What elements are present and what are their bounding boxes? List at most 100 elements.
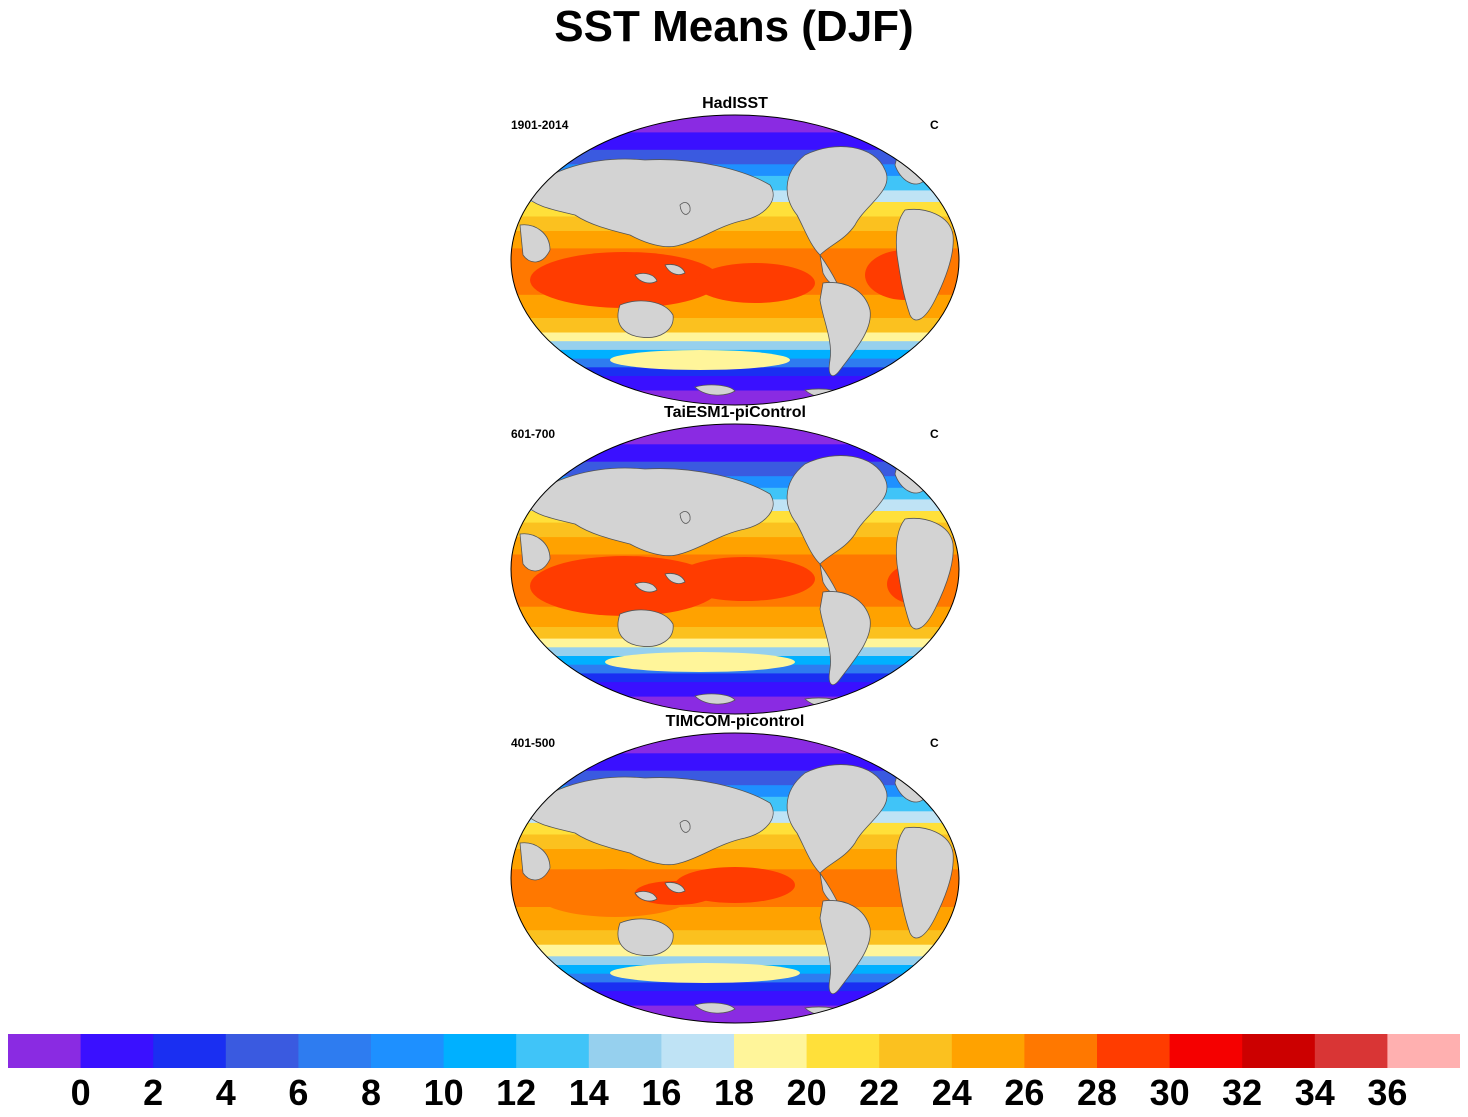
sst-contour-band [511, 991, 959, 1007]
sst-contour-band [511, 956, 959, 966]
colorbar-tick-label: 32 [1222, 1072, 1263, 1113]
land-mass [804, 1006, 851, 1018]
sst-contour-band [511, 1005, 959, 1023]
sst-contour-band [511, 696, 959, 714]
colorbar-swatch [951, 1034, 1025, 1068]
colorbar-tick-label: 26 [1004, 1072, 1045, 1113]
sst-contour-band [511, 638, 959, 648]
sst-contour-region [535, 869, 695, 917]
colorbar-tick-label: 12 [496, 1072, 537, 1113]
land-mass [524, 158, 774, 248]
sst-map [510, 114, 960, 406]
sst-contour-band [511, 627, 959, 640]
land-mass [519, 533, 551, 572]
land-mass [694, 693, 736, 705]
sst-contour-region [605, 652, 795, 672]
sst-contour-band [511, 930, 959, 946]
map-outline [510, 423, 960, 715]
land-mass [617, 609, 674, 647]
sst-contour-band [511, 733, 959, 754]
panel-units-label: C [930, 118, 939, 132]
panel-title: TIMCOM-picontrol [665, 713, 805, 730]
sst-contour-region [610, 963, 800, 983]
colorbar-tick-label: 18 [713, 1072, 755, 1113]
panel-period-label: 601-700 [511, 427, 556, 441]
land-mass [617, 918, 674, 956]
land-mass [804, 388, 851, 400]
map-outline [510, 114, 960, 406]
sst-contour-band [511, 376, 959, 391]
map-panel-timcom: TIMCOM-picontrol 401-500 C [505, 713, 965, 1024]
land-mass [519, 842, 551, 881]
sst-contour-band [511, 132, 959, 151]
colorbar-swatch [1242, 1034, 1316, 1068]
land-mass [524, 467, 774, 557]
colorbar-swatch [371, 1034, 445, 1068]
sst-contour-band [511, 753, 959, 772]
colorbar-swatch [516, 1034, 590, 1068]
colorbar-swatch [806, 1034, 880, 1068]
sst-contour-band [511, 982, 959, 992]
land-mass [634, 891, 658, 902]
map-panel-hadisst: HadISST 1901-2014 C [505, 95, 965, 406]
colorbar-swatch [8, 1034, 82, 1068]
colorbar-tick-label: 34 [1294, 1072, 1335, 1113]
sst-contour-band [511, 341, 959, 351]
colorbar-tick-label: 10 [423, 1072, 464, 1113]
land-mass [617, 300, 674, 338]
sst-contour-region [530, 252, 720, 308]
sst-contour-band [511, 673, 959, 683]
land-mass [786, 146, 888, 256]
land-mass [664, 882, 686, 893]
colorbar-tick-label: 16 [641, 1072, 682, 1113]
land-mass [819, 591, 871, 686]
land-mass [679, 820, 691, 833]
page-title: SST Means (DJF) [554, 2, 914, 51]
sst-contour-band [511, 318, 959, 333]
colorbar-swatch [298, 1034, 372, 1068]
land-mass [634, 273, 658, 284]
panel-units-label: C [930, 736, 939, 750]
colorbar-swatch [1169, 1034, 1243, 1068]
sst-contour-band [511, 367, 959, 377]
land-mass [679, 511, 691, 524]
land-mass [786, 764, 888, 874]
sst-contour-region [695, 263, 815, 303]
colorbar-tick-label: 14 [568, 1072, 609, 1113]
land-mass [819, 900, 871, 995]
sst-contour-band [511, 682, 959, 698]
colorbar-swatch [1024, 1034, 1098, 1068]
colorbar-tick-label: 22 [859, 1072, 900, 1113]
map-panel-taiesm1: TaiESM1-piControl 601-700 C [505, 404, 965, 715]
colorbar-tick-label: 6 [288, 1072, 309, 1113]
colorbar-swatch [80, 1034, 154, 1068]
land-mass [786, 455, 888, 565]
colorbar-tick-label: 30 [1149, 1072, 1190, 1113]
sst-contour-band [511, 332, 959, 342]
land-mass [895, 827, 954, 939]
panel-period-label: 401-500 [511, 736, 556, 750]
colorbar-swatch [879, 1034, 953, 1068]
colorbar-tick-labels: 0 2 4 6 8 10 12 14 16 18 20 22 24 26 28 30 32 34 36 [0, 1072, 1468, 1117]
sst-contour-band [511, 849, 959, 870]
colorbar-tick-label: 8 [360, 1072, 382, 1113]
colorbar-swatch [153, 1034, 227, 1068]
map-outline [510, 732, 960, 1024]
colorbar-swatch [1314, 1034, 1388, 1068]
colorbar [8, 1034, 1460, 1068]
colorbar-tick-label: 0 [70, 1072, 91, 1113]
colorbar-swatch [225, 1034, 299, 1068]
sst-map [510, 732, 960, 1024]
land-mass [819, 282, 871, 377]
panel-units-label: C [930, 427, 939, 441]
land-mass [694, 1002, 736, 1014]
sst-contour-region [610, 350, 790, 370]
colorbar-tick-label: 24 [931, 1072, 972, 1113]
colorbar-swatch [734, 1034, 808, 1068]
panel-title: TaiESM1-piControl [664, 404, 806, 421]
sst-contour-region [675, 557, 815, 601]
land-mass [634, 582, 658, 593]
sst-contour-band [511, 115, 959, 133]
land-mass [664, 264, 686, 275]
sst-contour-band [511, 231, 959, 249]
